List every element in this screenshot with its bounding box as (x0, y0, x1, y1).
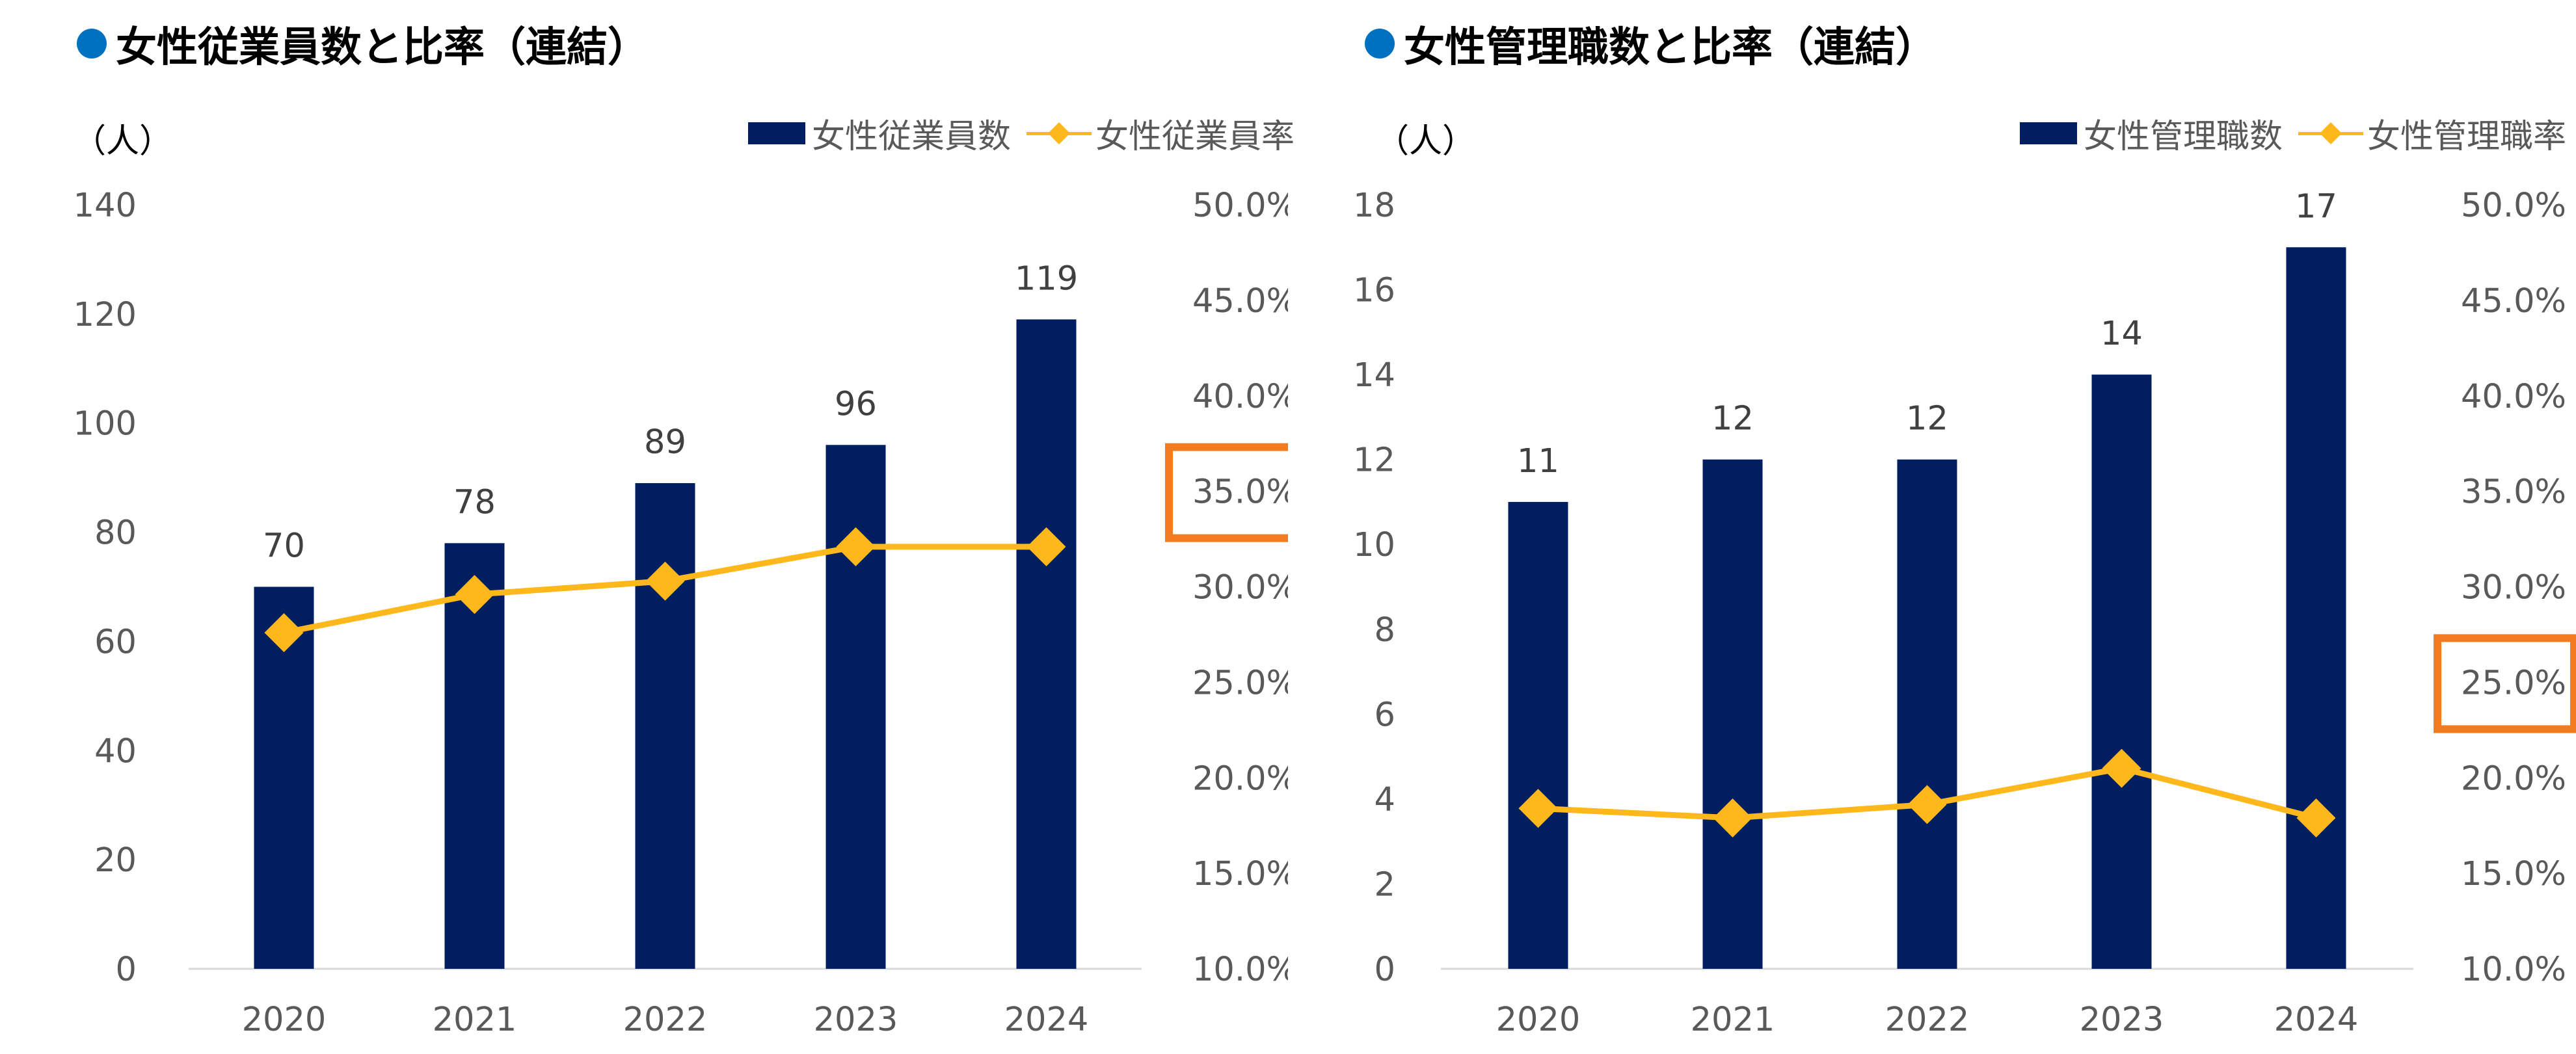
y2-tick-label: 40.0% (1192, 378, 1288, 416)
legend-line-swatch (1026, 122, 1092, 144)
y2-tick-label: 15.0% (2461, 855, 2566, 893)
y2-tick-label: 35.0% (2461, 473, 2566, 512)
highlight-box (2434, 634, 2576, 733)
chart-title-row: 女性従業員数と比率（連結） (77, 8, 649, 79)
chart-title: 女性管理職数と比率（連結） (1404, 23, 1937, 71)
legend-line-label: 女性従業員率 (1095, 118, 1295, 156)
data-label: 119 (1015, 259, 1078, 298)
bar (825, 445, 886, 969)
line-point-marker (1518, 789, 1558, 828)
combo-chart: 0 20 40 60 80 100 120 140 10.0% 15.0% 20.0% 25.0% 30… (74, 187, 1288, 1039)
x-tick-label: 2023 (814, 1001, 898, 1039)
data-label: 78 (453, 483, 496, 521)
data-label: 11 (1517, 442, 1559, 481)
y-tick-label: 100 (74, 405, 137, 443)
x-tick-label: 2024 (2274, 1001, 2359, 1039)
y-tick-label: 0 (116, 951, 137, 989)
legend-bar-swatch (2019, 122, 2077, 144)
data-label: 12 (1906, 400, 1948, 438)
line-point-marker (645, 561, 685, 601)
data-label: 96 (835, 385, 877, 423)
y-tick-label: 120 (74, 296, 137, 334)
y2-tick-label: 25.0% (2461, 664, 2566, 702)
y-tick-label: 140 (74, 187, 137, 225)
legend-bar-label: 女性従業員数 (811, 118, 1011, 156)
combo-chart: 0 2 4 6 8 10 12 14 16 18 10.0% 15.0% 20.0% 25.0% 30.0%… (1353, 187, 2576, 1039)
y-tick-label: 60 (94, 623, 137, 661)
bar (635, 483, 695, 969)
line-point-marker (836, 527, 876, 566)
y2-tick-label: 45.0% (1192, 282, 1288, 321)
y-tick-label: 18 (1353, 187, 1395, 225)
y2-tick-label: 15.0% (1192, 855, 1288, 893)
x-tick-label: 2022 (1885, 1001, 1970, 1039)
y-tick-label: 14 (1353, 356, 1395, 395)
y2-tick-label: 45.0% (2461, 282, 2566, 321)
y-tick-label: 0 (1375, 951, 1395, 989)
bar (1702, 459, 1763, 969)
highlight-box (1165, 443, 1288, 542)
bar (1016, 319, 1077, 969)
y2-tick-label: 20.0% (1192, 759, 1288, 798)
x-tick-label: 2021 (1691, 1001, 1775, 1039)
y-tick-label: 10 (1353, 526, 1395, 564)
x-tick-label: 2021 (433, 1001, 517, 1039)
y2-tick-label: 20.0% (2461, 759, 2566, 798)
x-tick-label: 2024 (1004, 1001, 1089, 1039)
data-label: 70 (263, 527, 305, 566)
x-tick-label: 2022 (623, 1001, 708, 1039)
y-tick-label: 20 (94, 841, 137, 880)
y2-tick-label: 25.0% (1192, 664, 1288, 702)
x-tick-label: 2020 (1496, 1001, 1581, 1039)
legend: 女性従業員数 女性従業員率 (747, 107, 1295, 159)
y-axis-unit: （人） (1376, 122, 1476, 161)
line-point-marker (1713, 798, 1752, 837)
y2-tick-label: 50.0% (2461, 187, 2566, 225)
x-tick-label: 2020 (242, 1001, 327, 1039)
bullet-dot-icon (1365, 29, 1395, 59)
y-tick-label: 12 (1353, 441, 1395, 480)
line-point-marker (1907, 785, 1947, 824)
bar (1508, 501, 1568, 969)
y-tick-label: 4 (1375, 781, 1395, 819)
y-axis-unit: （人） (73, 122, 173, 161)
y-tick-label: 40 (94, 732, 137, 771)
bar (2286, 247, 2346, 969)
legend-bar-label: 女性管理職数 (2083, 118, 2283, 156)
y-tick-label: 2 (1375, 865, 1395, 904)
legend-bar-swatch (747, 122, 805, 144)
line-point-marker (2102, 748, 2141, 788)
y2-tick-label: 30.0% (1192, 569, 1288, 607)
y2-tick-label: 10.0% (1192, 951, 1288, 989)
y2-tick-label: 35.0% (1192, 473, 1288, 512)
bullet-dot-icon (77, 29, 107, 59)
data-label: 17 (2295, 187, 2337, 226)
data-label: 89 (644, 423, 686, 462)
line-point-marker (455, 575, 494, 614)
legend-line-swatch (2298, 122, 2363, 144)
line-point-marker (2296, 798, 2336, 837)
y2-tick-label: 30.0% (2461, 569, 2566, 607)
x-tick-label: 2023 (2080, 1001, 2164, 1039)
chart-panel-headcount: 女性従業員数と比率（連結） （人） 女性従業員数 女性従業員率 0 20 40 60 8… (73, 8, 1295, 1040)
y-tick-label: 6 (1375, 696, 1395, 734)
y2-tick-label: 40.0% (2461, 378, 2566, 416)
legend-line-label: 女性管理職率 (2367, 118, 2566, 156)
line-point-marker (264, 613, 304, 652)
bar (444, 543, 505, 969)
y2-tick-label: 50.0% (1192, 187, 1288, 225)
y-tick-label: 16 (1353, 272, 1395, 310)
chart-panel-managers: 女性管理職数と比率（連結） （人） 女性管理職数 女性管理職率 0 2 4 6 8 10 1… (1288, 0, 2576, 1054)
data-label: 14 (2100, 315, 2143, 353)
y2-tick-label: 10.0% (2461, 951, 2566, 989)
bar (1897, 459, 1957, 969)
y-tick-label: 80 (94, 514, 137, 553)
bar (2091, 375, 2152, 969)
chart-title-row: 女性管理職数と比率（連結） (1365, 8, 1937, 79)
y-tick-label: 8 (1375, 611, 1395, 650)
data-label: 12 (1711, 400, 1754, 438)
line-point-marker (1026, 527, 1066, 566)
legend: 女性管理職数 女性管理職率 (2019, 107, 2566, 159)
chart-title: 女性従業員数と比率（連結） (116, 23, 649, 71)
